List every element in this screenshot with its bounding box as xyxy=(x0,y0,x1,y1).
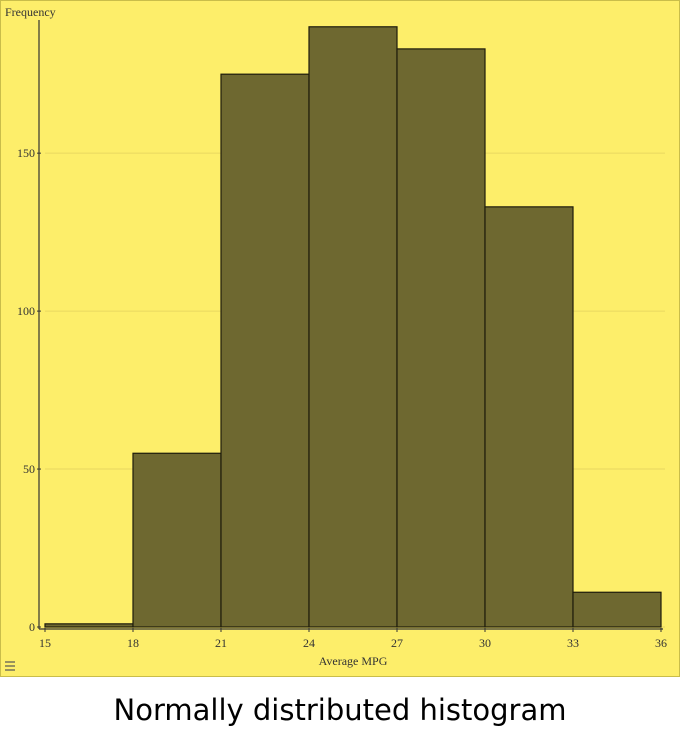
menu-icon[interactable] xyxy=(5,661,15,671)
y-tick-label: 0 xyxy=(29,620,35,634)
x-tick-label: 15 xyxy=(39,636,51,650)
x-tick-label: 30 xyxy=(479,636,491,650)
bar xyxy=(396,48,486,628)
x-tick-label: 27 xyxy=(391,636,403,650)
y-tick-label: 150 xyxy=(17,146,35,160)
bar xyxy=(572,591,662,628)
caption: Normally distributed histogram xyxy=(114,693,567,727)
y-tick-label: 100 xyxy=(17,304,35,318)
bar xyxy=(132,452,222,628)
plot-area: 0 50 100 150 15 18 21 24 27 30 33 36 xyxy=(17,20,667,650)
bar xyxy=(484,206,574,628)
bar xyxy=(220,73,310,628)
x-tick-label: 21 xyxy=(215,636,227,650)
y-tick-label: 50 xyxy=(23,462,35,476)
bar xyxy=(44,623,134,628)
x-tick-label: 18 xyxy=(127,636,139,650)
x-axis-title: Average MPG xyxy=(319,654,388,668)
x-tick-label: 33 xyxy=(567,636,579,650)
x-tick-label: 24 xyxy=(303,636,315,650)
y-axis-title: Frequency xyxy=(5,5,56,19)
bar xyxy=(308,26,398,628)
x-tick-label: 36 xyxy=(655,636,667,650)
